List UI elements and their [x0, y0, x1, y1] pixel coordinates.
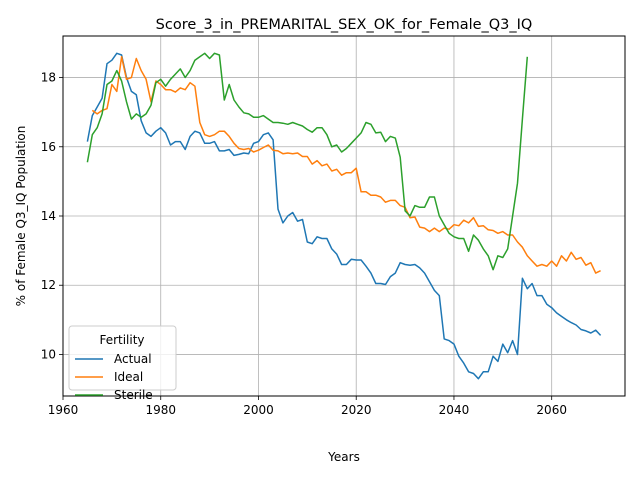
x-tick-label: 2000: [243, 403, 274, 417]
y-axis-label: % of Female Q3_IQ Population: [14, 126, 28, 307]
x-axis-label: Years: [327, 450, 360, 464]
series-line-sterile: [86, 52, 529, 271]
legend-box: [68, 325, 177, 391]
series-line-ideal: [91, 56, 601, 274]
y-tick-label: 12: [41, 278, 56, 292]
y-tick-label: 10: [41, 347, 56, 361]
legend-title: Fertility: [99, 333, 144, 347]
legend: Fertility Actual Ideal Sterile: [68, 325, 177, 402]
x-tick-label: 1980: [145, 403, 176, 417]
x-tick-label: 2020: [341, 403, 372, 417]
legend-label-actual: Actual: [114, 352, 152, 366]
y-tick-label: 16: [41, 140, 56, 154]
x-tick-label: 2040: [439, 403, 470, 417]
x-tick-label: 1960: [48, 403, 79, 417]
axis-ticks: 1960 1980 2000 2020 2040 2060 10 12 14 16 18: [41, 71, 567, 417]
grid-lines: [62, 36, 625, 396]
series-lines: [86, 52, 602, 380]
y-tick-label: 18: [41, 71, 56, 85]
y-tick-label: 14: [41, 209, 56, 223]
legend-label-sterile: Sterile: [114, 388, 153, 402]
legend-label-ideal: Ideal: [114, 370, 143, 384]
x-tick-label: 2060: [536, 403, 567, 417]
chart-title: Score_3_in_PREMARITAL_SEX_OK_for_Female_…: [156, 17, 533, 33]
series-line-actual: [86, 52, 602, 380]
